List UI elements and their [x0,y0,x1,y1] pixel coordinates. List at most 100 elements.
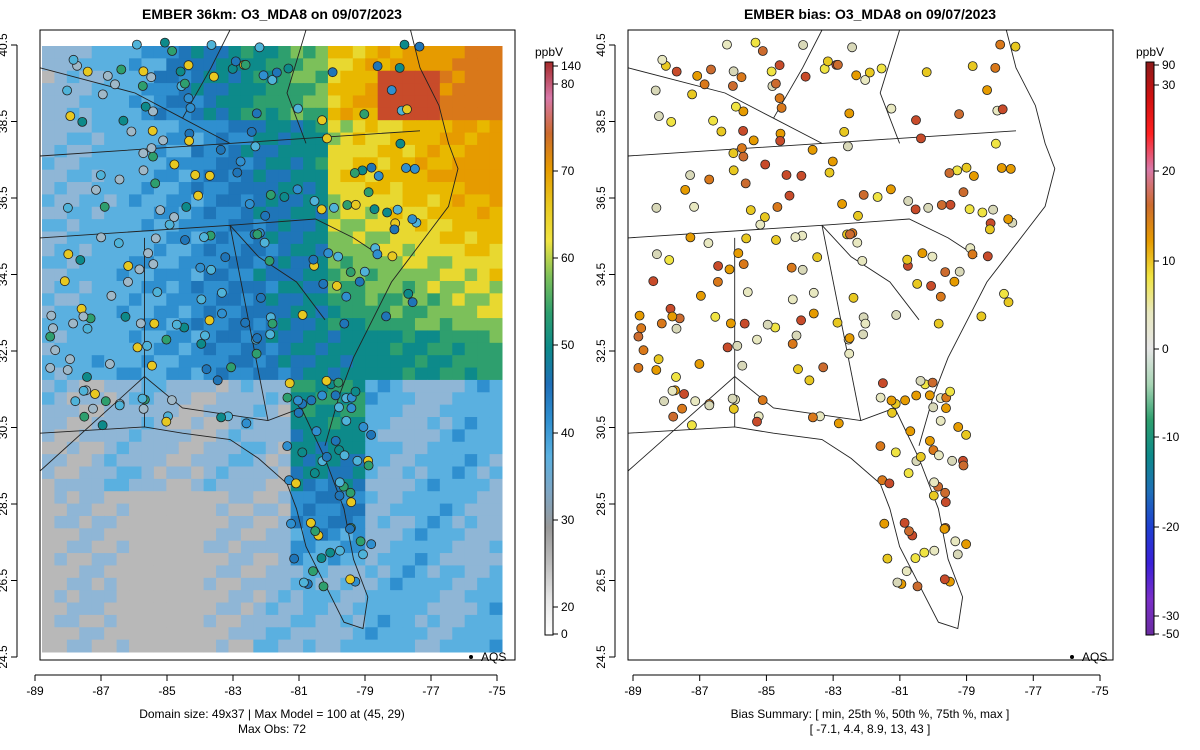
aqs-site-marker [264,255,275,266]
aqs-site-marker [997,104,1008,115]
lat-tick-label: 40.5 [594,33,608,57]
aqs-site-marker [179,78,190,89]
aqs-site-marker [933,318,944,329]
aqs-site-marker [171,319,182,330]
aqs-site-marker [372,249,383,260]
colorbar-tick-label: 70 [561,164,575,178]
aqs-site-marker [311,426,322,437]
left-footer-line2: Max Obs: 72 [238,722,306,736]
boundary-line [879,30,901,144]
aqs-site-marker [911,390,922,401]
aqs-site-marker [757,395,768,406]
aqs-site-marker [696,290,706,301]
aqs-site-marker [1003,214,1014,225]
aqs-site-marker [147,360,157,371]
aqs-site-marker [59,276,70,287]
aqs-site-marker [952,549,963,560]
aqs-site-marker [150,233,161,244]
right-legend-label: AQS [1082,650,1107,664]
aqs-site-marker [123,276,133,287]
aqs-site-marker [392,204,403,215]
aqs-site-marker [258,70,269,81]
aqs-site-marker [118,115,129,126]
aqs-site-marker [114,174,125,185]
left-footer-line1: Domain size: 49x37 | Max Model = 100 at … [139,707,405,721]
aqs-site-marker [183,60,194,71]
aqs-site-marker [760,212,770,223]
aqs-site-marker [886,103,897,114]
aqs-site-marker [196,294,207,305]
aqs-site-marker [752,416,762,427]
aqs-site-marker [82,323,93,334]
aqs-site-marker [246,126,257,137]
aqs-site-marker [934,450,944,461]
lat-tick-label: 34.5 [0,262,10,286]
aqs-site-marker [633,362,644,373]
aqs-site-marker [882,553,893,564]
aqs-site-marker [650,85,661,96]
aqs-site-marker [148,259,159,270]
aqs-site-marker [924,390,935,401]
aqs-site-marker [298,577,309,588]
lat-tick-label: 30.5 [594,415,608,439]
boundary-line [324,30,459,446]
aqs-site-marker [283,63,294,74]
aqs-site-marker [306,395,317,406]
aqs-site-marker [330,435,341,446]
aqs-site-marker [947,455,957,466]
lon-tick-label: -77 [1025,684,1043,698]
aqs-site-marker [286,518,296,529]
aqs-site-marker [65,111,76,121]
aqs-site-marker [941,403,951,414]
aqs-site-marker [664,255,675,265]
aqs-site-marker [169,212,180,223]
aqs-site-marker [100,396,111,407]
aqs-site-marker [148,106,158,117]
aqs-site-marker [407,297,418,308]
colorbar-tick-label: 140 [561,59,581,73]
aqs-site-marker [366,429,377,440]
aqs-site-marker [293,407,304,418]
aqs-site-marker [800,71,811,82]
aqs-site-marker [48,323,58,334]
aqs-site-marker [776,103,787,113]
aqs-site-marker [791,330,802,341]
left-map-panel: EMBER 36km: O3_MDA8 on 09/07/2023 AQS -8… [0,6,581,736]
aqs-site-marker [651,202,662,213]
lat-tick-label: 38.5 [0,109,10,133]
aqs-site-marker [148,151,158,162]
aqs-site-marker [843,141,853,152]
aqs-site-marker [350,199,361,210]
aqs-site-marker [77,117,88,127]
aqs-site-marker [950,536,961,547]
aqs-site-marker [944,168,955,178]
aqs-site-marker [244,199,255,209]
aqs-site-marker [839,126,850,137]
aqs-site-marker [848,292,859,303]
aqs-site-marker [886,184,896,195]
aqs-site-marker [967,61,978,71]
colorbar-tick-label: -30 [1162,609,1180,623]
aqs-site-marker [995,39,1006,50]
aqs-site-marker [899,518,910,528]
lat-tick-label: 32.5 [0,339,10,363]
aqs-site-marker [142,340,153,351]
aqs-site-marker [220,252,231,263]
aqs-site-marker [694,359,705,369]
right-map-title: EMBER bias: O3_MDA8 on 09/07/2023 [744,6,996,22]
aqs-site-marker [736,72,747,83]
boundary-line [229,224,326,321]
lon-tick-label: -83 [224,684,242,698]
aqs-site-marker [158,135,169,146]
colorbar-tick-label: 60 [561,251,575,265]
aqs-site-marker [138,403,149,414]
aqs-site-marker [731,101,741,112]
aqs-site-marker [110,79,120,90]
left-colorbar [544,61,554,636]
aqs-site-marker [910,204,921,215]
colorbar-tick-label: 20 [1162,164,1176,178]
lat-tick-label: 24.5 [0,645,10,669]
aqs-site-marker [1010,41,1021,52]
aqs-site-marker [1003,297,1014,308]
aqs-site-marker [740,178,751,189]
